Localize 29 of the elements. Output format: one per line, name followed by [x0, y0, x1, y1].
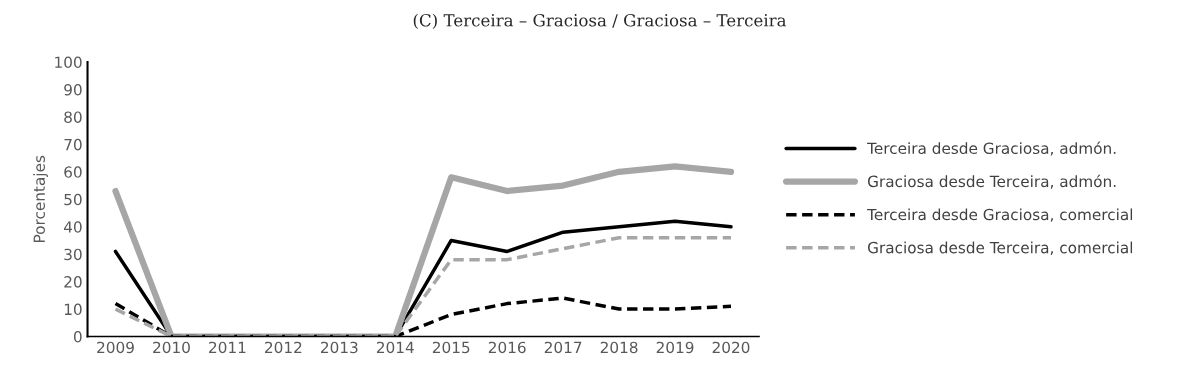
x-tick-label: 2011	[209, 341, 246, 354]
y-tick-label: 60	[64, 166, 82, 178]
legend-label: Graciosa desde Terceira, admón.	[867, 174, 1116, 189]
legend-label: Terceira desde Graciosa, comercial	[867, 208, 1133, 222]
x-tick-label: 2017	[544, 341, 582, 354]
y-tick-label: 80	[64, 111, 82, 123]
chart-title: (C) Terceira – Graciosa / Graciosa – Terceira	[413, 13, 787, 29]
y-tick-label: 20	[64, 276, 82, 288]
x-tick-label: 2014	[376, 341, 414, 354]
x-tick-label: 2020	[712, 341, 750, 354]
y-tick-label: 100	[55, 56, 82, 69]
x-tick-label: 2013	[321, 341, 358, 354]
y-tick-label: 30	[64, 248, 82, 261]
x-tick-label: 2019	[656, 341, 694, 354]
x-tick-label: 2010	[153, 341, 190, 354]
x-tick-label: 2009	[97, 341, 134, 354]
legend-label: Terceira desde Graciosa, admón.	[867, 141, 1116, 156]
y-axis-title: Porcentajes	[33, 155, 48, 242]
y-tick-label: 90	[64, 83, 82, 96]
x-tick-label: 2015	[432, 341, 470, 354]
y-tick-label: 0	[73, 330, 82, 343]
y-tick-label: 50	[64, 193, 82, 206]
x-tick-label: 2012	[265, 341, 302, 354]
y-tick-label: 10	[64, 303, 82, 316]
y-tick-label: 70	[64, 138, 82, 151]
y-tick-label: 40	[63, 221, 82, 233]
x-tick-label: 2016	[488, 341, 526, 354]
legend-label: Graciosa desde Terceira, comercial	[867, 241, 1133, 255]
x-tick-label: 2018	[600, 341, 638, 354]
